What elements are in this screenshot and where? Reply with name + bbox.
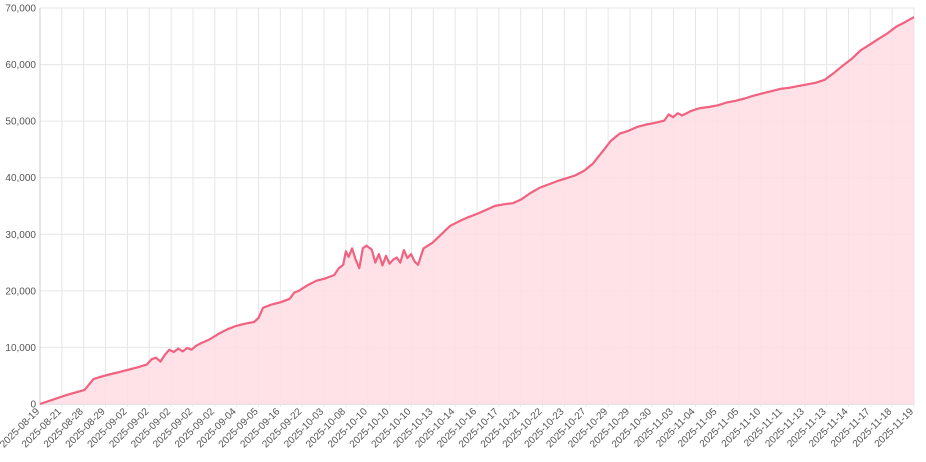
- x-axis-ticks: 2025-08-192025-08-212025-08-282025-08-29…: [0, 406, 916, 450]
- y-tick-label: 0: [30, 400, 36, 411]
- series-line: [39, 16, 915, 406]
- y-tick-label: 30,000: [5, 230, 36, 241]
- y-tick-label: 40,000: [5, 173, 36, 184]
- y-axis-ticks: 0 10,000 20,000 30,000 40,000 50,000 60,000 70,…: [5, 4, 36, 411]
- y-tick-label: 50,000: [5, 117, 36, 128]
- series-area: [40, 17, 914, 404]
- y-tick-label: 20,000: [5, 286, 36, 297]
- y-tick-label: 70,000: [5, 4, 36, 15]
- y-tick-label: 10,000: [5, 343, 36, 354]
- y-tick-label: 60,000: [5, 60, 36, 71]
